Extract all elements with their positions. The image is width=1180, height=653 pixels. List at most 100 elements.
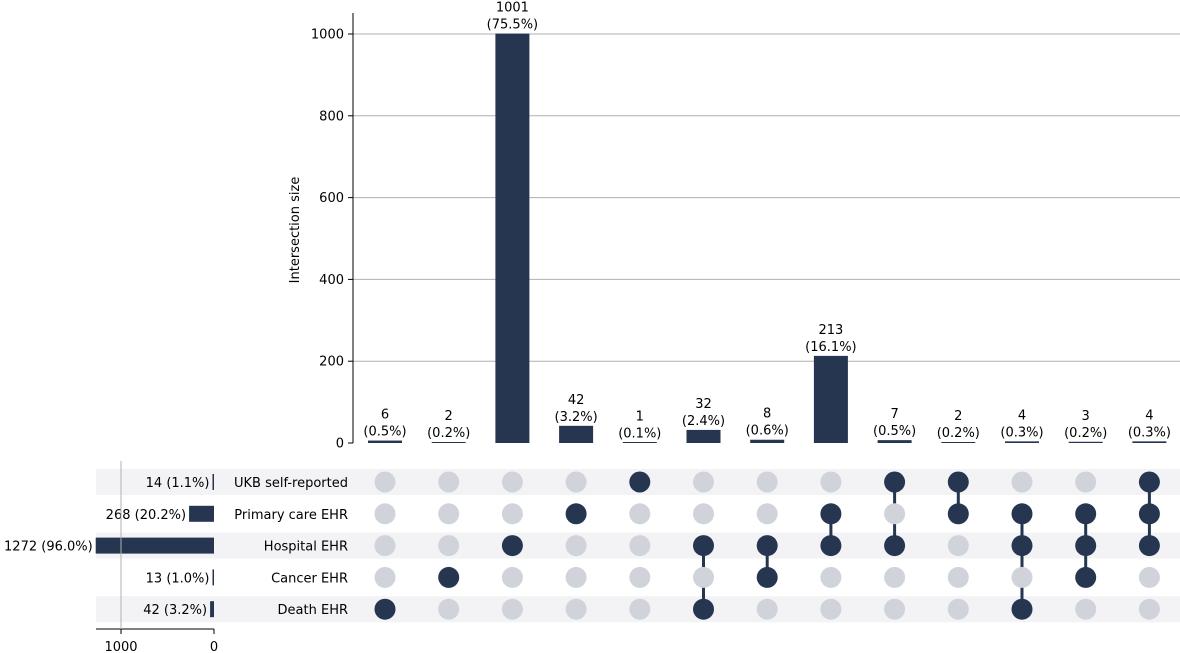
bar-count-label: 1	[636, 410, 644, 425]
intersection-bar	[1132, 441, 1167, 443]
set-name-labels: UKB self-reported Primary care EHR Hospita…	[234, 476, 348, 618]
matrix-dot-inactive	[629, 535, 651, 557]
set-size-bar	[189, 505, 214, 522]
matrix-dot-inactive	[1138, 598, 1160, 620]
bar-percent-label: (0.2%)	[1064, 426, 1107, 441]
matrix-dot-inactive	[756, 598, 778, 620]
bar-count-label: 1001	[496, 1, 529, 16]
matrix-dot-inactive	[629, 503, 651, 525]
intersection-bar-labels: 6(0.5%)2(0.2%)1001(75.5%)42(3.2%) 1(0.1%)…	[363, 1, 1171, 442]
matrix-dot-inactive	[693, 471, 714, 493]
intersection-bar	[813, 355, 848, 443]
matrix-dot-active	[501, 535, 523, 557]
matrix-dot-inactive	[947, 566, 969, 588]
matrix-dot-inactive	[820, 598, 842, 620]
matrix-dot-inactive	[693, 566, 714, 588]
matrix-dot-active	[820, 535, 842, 557]
matrix-dot-inactive	[693, 503, 714, 525]
matrix-dot-inactive	[820, 566, 842, 588]
intersection-bar	[750, 439, 785, 443]
bar-percent-label: (0.5%)	[363, 425, 406, 440]
set-size-label: 42 (3.2%)	[143, 603, 207, 618]
matrix-dot-inactive	[565, 535, 587, 557]
bar-count-label: 6	[381, 408, 389, 423]
bar-count-label: 3	[1082, 409, 1090, 424]
matrix-dot-inactive	[947, 535, 969, 557]
matrix-dot-inactive	[438, 503, 460, 525]
matrix-dot-inactive	[756, 471, 778, 493]
membership-matrix	[374, 471, 1160, 620]
matrix-dot-inactive	[884, 598, 906, 620]
matrix-dot-active	[693, 598, 714, 620]
matrix-dot-active	[1011, 598, 1033, 620]
intersection-bar	[686, 429, 721, 443]
intersection-bar	[368, 440, 402, 443]
y-axis-label: Intersection size	[288, 177, 303, 284]
intersection-bar	[1068, 441, 1103, 443]
y-gridlines	[353, 33, 1180, 362]
set-size-axis: 1000 0	[96, 461, 218, 653]
set-axis-tick-label: 0	[210, 640, 218, 653]
matrix-dot-active	[565, 503, 587, 525]
matrix-dot-active	[947, 471, 969, 493]
matrix-dot-active	[884, 535, 906, 557]
matrix-dot-active	[820, 503, 842, 525]
bar-percent-label: (0.3%)	[1128, 425, 1171, 440]
matrix-dot-inactive	[884, 566, 906, 588]
bar-percent-label: (75.5%)	[487, 18, 538, 33]
set-size-bar	[212, 474, 214, 490]
matrix-dot-inactive	[565, 598, 587, 620]
matrix-dot-inactive	[1011, 566, 1033, 588]
matrix-dot-active	[756, 535, 778, 557]
bar-count-label: 8	[763, 407, 771, 422]
y-axis: 0 200 400 600 800 1000	[311, 13, 354, 452]
matrix-dot-active	[629, 471, 651, 493]
set-size-label: 1272 (96.0%)	[4, 540, 93, 555]
matrix-dot-inactive	[374, 471, 396, 493]
matrix-dot-active	[1138, 535, 1160, 557]
y-tick-label: 600	[319, 191, 344, 206]
set-size-labels: 14 (1.1%) 268 (20.2%) 1272 (96.0%) 13 (1.0%…	[4, 476, 209, 618]
matrix-dot-active	[884, 471, 906, 493]
bar-percent-label: (0.5%)	[873, 424, 916, 439]
matrix-dot-active	[1011, 535, 1033, 557]
matrix-dot-inactive	[438, 535, 460, 557]
set-size-label: 268 (20.2%)	[106, 508, 186, 523]
intersection-bar	[877, 440, 912, 443]
matrix-dot-active	[438, 566, 460, 588]
matrix-dot-active	[374, 598, 396, 620]
set-size-bar	[212, 569, 214, 586]
y-tick-label: 800	[319, 109, 344, 124]
matrix-dot-active	[1138, 471, 1160, 493]
matrix-dot-inactive	[374, 503, 396, 525]
set-size-bar	[95, 537, 214, 554]
intersection-bars	[368, 33, 1167, 443]
intersection-bar	[495, 33, 530, 443]
set-name-label: UKB self-reported	[234, 476, 348, 491]
matrix-dot-inactive	[565, 471, 587, 493]
matrix-dot-active	[947, 503, 969, 525]
matrix-dot-inactive	[1075, 598, 1097, 620]
y-tick-label: 0	[336, 437, 344, 452]
bar-count-label: 4	[1018, 408, 1026, 423]
matrix-dot-active	[1011, 503, 1033, 525]
bar-percent-label: (0.2%)	[937, 426, 980, 441]
matrix-dot-inactive	[438, 471, 460, 493]
matrix-dot-inactive	[565, 566, 587, 588]
bar-count-label: 2	[445, 409, 453, 424]
matrix-dot-inactive	[629, 598, 651, 620]
matrix-dot-inactive	[501, 503, 523, 525]
set-name-label: Death EHR	[278, 603, 348, 618]
bar-count-label: 32	[695, 397, 712, 412]
set-size-bars	[95, 474, 214, 618]
matrix-dot-inactive	[884, 503, 906, 525]
bar-percent-label: (0.2%)	[427, 426, 470, 441]
matrix-dot-active	[693, 535, 714, 557]
set-size-bar	[210, 601, 214, 618]
matrix-dot-inactive	[501, 566, 523, 588]
set-axis-tick-label: 1000	[104, 640, 137, 653]
matrix-dot-inactive	[374, 535, 396, 557]
bar-percent-label: (3.2%)	[555, 410, 598, 425]
matrix-dot-inactive	[820, 471, 842, 493]
intersection-bar	[1005, 441, 1039, 443]
